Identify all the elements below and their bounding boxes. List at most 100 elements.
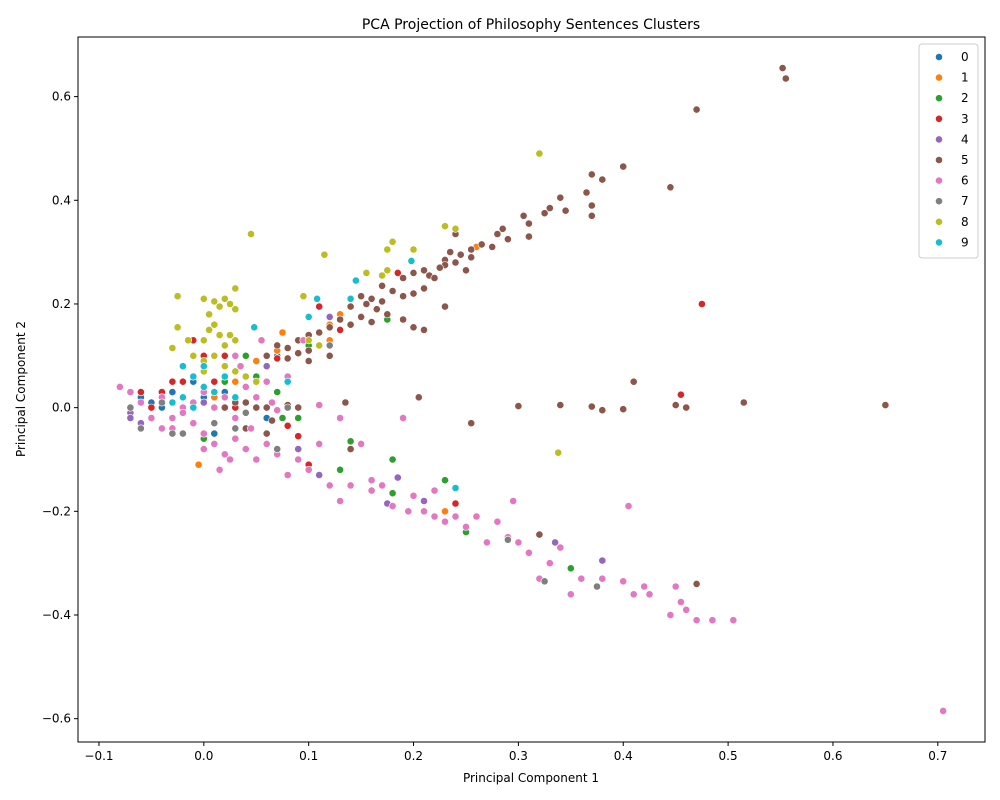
data-point-8 <box>184 336 192 345</box>
data-point-8 <box>315 341 324 350</box>
x-tick-label: 0.4 <box>614 749 633 763</box>
data-point-9 <box>199 362 208 371</box>
data-point-4 <box>262 362 271 371</box>
data-point-3 <box>210 377 219 386</box>
legend-marker-6 <box>935 176 943 185</box>
data-point-8 <box>409 245 418 254</box>
data-point-5 <box>325 323 334 332</box>
legend-label-5: 5 <box>961 153 969 167</box>
data-point-5 <box>598 175 607 184</box>
chart-title: PCA Projection of Philosophy Sentences C… <box>362 17 700 33</box>
data-point-7 <box>241 408 250 417</box>
data-point-8 <box>168 344 177 352</box>
data-point-8 <box>210 320 219 329</box>
data-point-6 <box>252 393 261 402</box>
x-tick-label: 0.1 <box>299 749 318 763</box>
data-point-8 <box>220 362 229 371</box>
data-point-5 <box>493 230 502 238</box>
data-point-6 <box>294 455 303 464</box>
data-point-5 <box>629 377 638 386</box>
data-point-6 <box>451 512 460 521</box>
data-point-6 <box>640 582 649 591</box>
data-point-5 <box>467 253 476 262</box>
data-point-3 <box>315 302 324 311</box>
data-point-5 <box>252 403 261 412</box>
legend-marker-5 <box>935 156 943 164</box>
data-point-6 <box>378 481 386 490</box>
data-point-8 <box>383 245 392 254</box>
data-point-6 <box>241 382 250 391</box>
data-point-5 <box>220 403 229 412</box>
data-point-6 <box>252 455 261 464</box>
data-point-6 <box>367 476 376 485</box>
data-point-4 <box>393 473 402 482</box>
data-point-9 <box>313 294 321 303</box>
data-point-6 <box>939 707 947 715</box>
data-point-9 <box>210 388 219 396</box>
data-point-6 <box>677 598 685 606</box>
data-point-3 <box>273 354 282 363</box>
data-point-6 <box>157 424 166 433</box>
data-point-6 <box>220 393 229 402</box>
data-point-6 <box>262 377 271 386</box>
data-point-6 <box>598 574 607 583</box>
data-point-6 <box>545 559 554 568</box>
data-point-8 <box>299 292 308 301</box>
y-tick-label: 0.4 <box>52 193 71 207</box>
data-point-2 <box>388 455 397 464</box>
data-point-0 <box>168 388 177 396</box>
data-point-5 <box>399 274 407 282</box>
data-point-5 <box>430 274 439 282</box>
data-point-4 <box>126 414 135 422</box>
data-point-7 <box>503 535 512 544</box>
data-point-5 <box>372 305 381 314</box>
data-point-7 <box>178 429 187 438</box>
data-point-8 <box>441 222 449 231</box>
data-point-8 <box>362 268 371 277</box>
data-point-5 <box>378 297 386 306</box>
data-point-8 <box>220 341 229 350</box>
data-point-6 <box>147 414 156 422</box>
data-point-5 <box>262 351 271 360</box>
x-tick-label: 0.7 <box>928 749 947 763</box>
data-point-7 <box>157 398 166 407</box>
data-point-6 <box>231 434 240 443</box>
data-point-8 <box>199 294 208 303</box>
data-point-5 <box>346 302 355 311</box>
x-tick-label: −0.1 <box>84 749 113 763</box>
data-point-8 <box>388 237 397 246</box>
data-point-2 <box>278 414 287 422</box>
data-point-8 <box>231 367 240 376</box>
data-point-9 <box>220 372 229 381</box>
data-point-5 <box>514 402 523 410</box>
data-point-5 <box>587 170 596 179</box>
data-point-8 <box>199 336 208 345</box>
data-point-6 <box>283 471 292 479</box>
data-point-5 <box>241 398 250 407</box>
data-point-6 <box>409 491 418 500</box>
data-point-9 <box>189 403 198 412</box>
y-tick-label: 0.2 <box>52 297 71 311</box>
data-point-5 <box>503 235 512 244</box>
data-point-5 <box>498 224 507 233</box>
data-point-5 <box>587 201 596 210</box>
data-point-5 <box>420 266 428 275</box>
data-point-6 <box>325 481 334 490</box>
data-point-6 <box>482 538 491 547</box>
legend-label-6: 6 <box>961 174 969 188</box>
data-point-2 <box>294 414 303 422</box>
data-point-6 <box>472 512 481 521</box>
data-point-6 <box>199 429 208 438</box>
data-point-9 <box>283 377 292 386</box>
legend-marker-3 <box>935 114 943 123</box>
data-point-6 <box>273 406 282 415</box>
data-point-7 <box>273 445 282 453</box>
data-point-6 <box>220 450 229 459</box>
data-point-5 <box>561 206 570 215</box>
data-point-6 <box>178 408 187 417</box>
data-point-5 <box>336 315 344 324</box>
data-point-8 <box>173 292 182 301</box>
data-point-5 <box>545 204 554 212</box>
data-point-5 <box>525 219 533 228</box>
data-point-6 <box>430 486 439 495</box>
